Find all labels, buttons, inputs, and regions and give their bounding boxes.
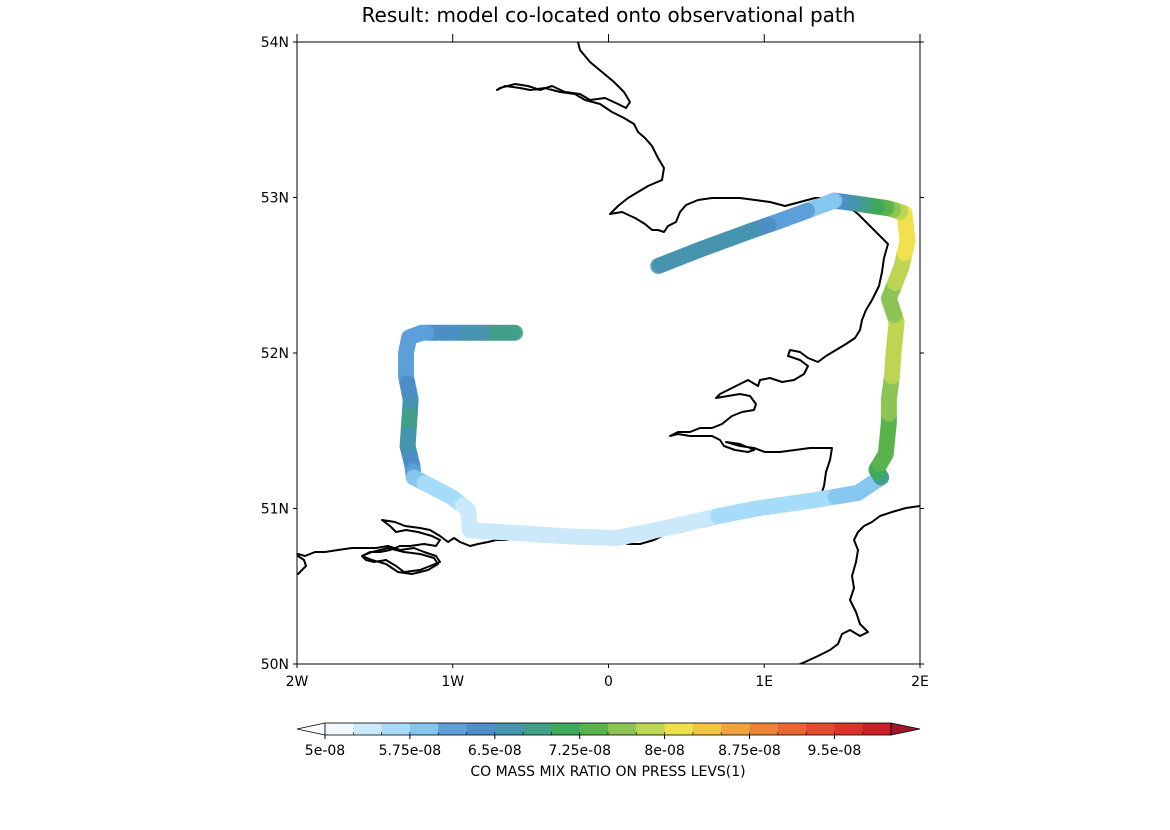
colorbar-tick-label: 5.75e-08 xyxy=(379,743,442,759)
coastline-east-england xyxy=(297,42,889,573)
map-axes: 50N 51N 52N 53N 54N 2W 1W 0 1E 2E xyxy=(261,34,929,690)
colorbar-tick-label: 7.25e-08 xyxy=(548,743,611,759)
lon-tick-label: 2W xyxy=(286,674,309,690)
colorbar-bin xyxy=(664,723,694,735)
colorbar-tick-label: 6.5e-08 xyxy=(468,743,522,759)
coastlines xyxy=(297,42,920,664)
lat-tick-label: 51N xyxy=(261,502,289,518)
colorbar-bin xyxy=(777,723,807,735)
colorbar-bin xyxy=(636,723,666,735)
colorbar-tick-label: 9.5e-08 xyxy=(808,743,862,759)
track-point xyxy=(650,257,667,274)
observation-track xyxy=(398,192,916,547)
lon-tick-label: 1W xyxy=(441,674,464,690)
colorbar-bin xyxy=(806,723,835,735)
coastline-isle-of-wight xyxy=(361,547,439,575)
colorbar-bin xyxy=(494,723,524,735)
plot-frame xyxy=(296,41,921,665)
colorbar-bin xyxy=(381,723,411,735)
colorbar-bin xyxy=(353,723,383,735)
lon-tick-label: 0 xyxy=(604,674,613,690)
lat-tick-label: 50N xyxy=(261,657,289,673)
colorbar-tick-label: 8.75e-08 xyxy=(718,743,781,759)
colorbar-tick-label: 5e-08 xyxy=(305,743,345,759)
colorbar-bin xyxy=(523,723,552,735)
lat-tick-label: 54N xyxy=(261,35,289,51)
colorbar-bin xyxy=(438,723,467,735)
colorbar-bin xyxy=(551,723,581,735)
map-title: Result: model co-located onto observatio… xyxy=(361,3,856,27)
colorbar-label: CO MASS MIX RATIO ON PRESS LEVS(1) xyxy=(470,764,745,780)
lon-tick-label: 2E xyxy=(911,674,929,690)
colorbar-under-extension xyxy=(296,722,326,736)
colorbar-bin xyxy=(466,723,496,735)
colorbar-bin xyxy=(721,723,750,735)
colorbar-bin xyxy=(834,723,864,735)
colorbar-over-extension xyxy=(890,722,921,736)
colorbar-tick-label: 8e-08 xyxy=(644,743,684,759)
lat-tick-label: 53N xyxy=(261,191,289,207)
colorbar-bin xyxy=(749,723,779,735)
lat-tick-label: 52N xyxy=(261,346,289,362)
colorbar-bin xyxy=(409,723,439,735)
colorbar-bin xyxy=(862,723,892,735)
lon-tick-label: 1E xyxy=(755,674,773,690)
coastline-france xyxy=(799,505,920,664)
colorbar-bin xyxy=(579,723,609,735)
colorbar-bin xyxy=(608,723,637,735)
colorbar-bin xyxy=(325,723,354,735)
coastline-west-channel xyxy=(297,555,307,575)
colorbar: 5e-08 5.75e-08 6.5e-08 7.25e-08 8e-08 8.75e-0… xyxy=(296,722,921,759)
colorbar-bin xyxy=(692,723,722,735)
